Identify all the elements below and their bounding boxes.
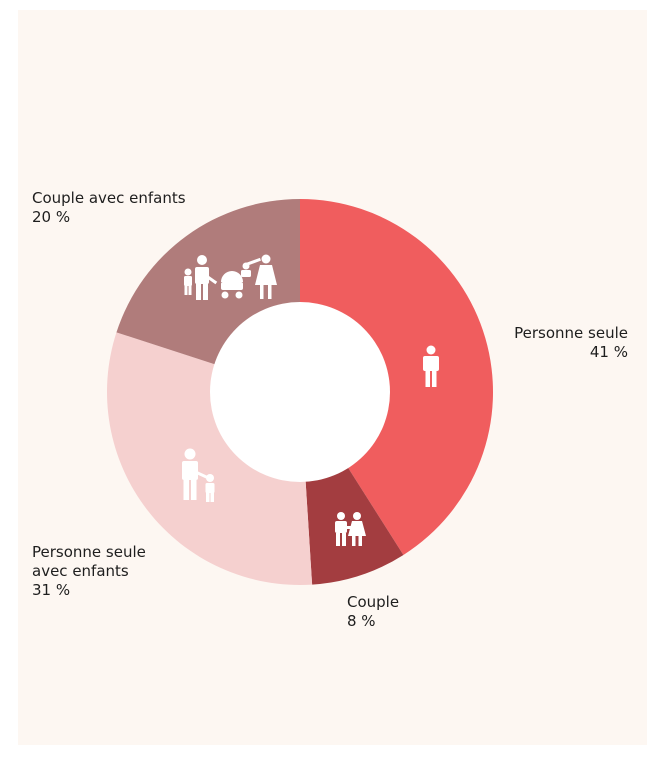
slice-label-couple-avec-enfants: Couple avec enfants 20 % [32, 189, 186, 227]
parent-child-icon [182, 448, 215, 502]
slice-label-text: avec enfants [32, 562, 129, 580]
slice-label-text: Personne seule [514, 324, 628, 342]
family-with-stroller-icon [184, 254, 277, 300]
couple-icon [335, 512, 366, 546]
slice-value-text: 31 % [32, 581, 71, 599]
slice-value-text: 8 % [347, 612, 376, 630]
donut-chart [107, 199, 494, 586]
slice-label-text: Personne seule [32, 543, 146, 561]
slice-value-text: 20 % [32, 208, 71, 226]
slice-label-personne-seule-avec-enfants: Personne seule avec enfants 31 % [32, 543, 146, 600]
slice-label-text: Couple avec enfants [32, 189, 186, 207]
slice-label-text: Couple [347, 593, 400, 611]
slice-label-personne-seule: Personne seule 41 % [486, 324, 628, 362]
slice-value-text: 41 % [589, 343, 628, 361]
donut-hole [210, 302, 390, 482]
single-person-icon [423, 345, 439, 387]
chart-panel: Couple avec enfants 20 % Personne seule … [18, 10, 647, 745]
slice-label-couple: Couple 8 % [347, 593, 399, 631]
